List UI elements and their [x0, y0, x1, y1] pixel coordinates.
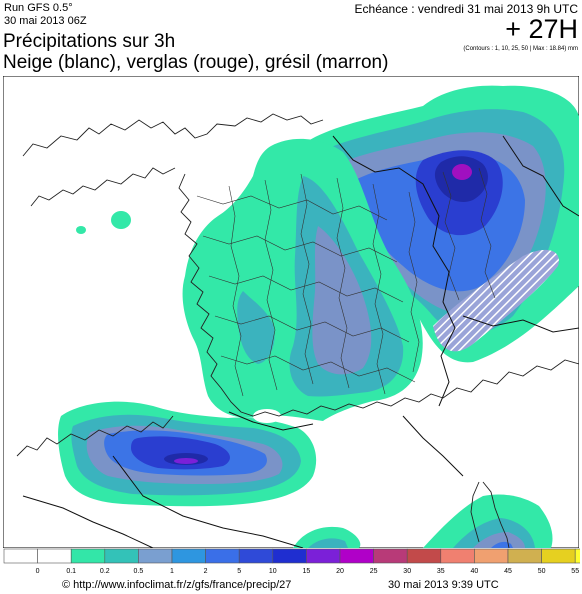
legend-swatch: [238, 548, 274, 564]
run-info: Run GFS 0.5° 30 mai 2013 06Z: [4, 2, 87, 28]
alps-hatch: [433, 249, 559, 352]
department-borders: [196, 167, 496, 397]
channel-patch: [76, 226, 86, 234]
contours-note: (Contours : 1, 10, 25, 50 | Max : 18.84)…: [463, 46, 578, 52]
france-area-grey: [312, 226, 372, 375]
sardinia-area-blue: [491, 541, 513, 548]
legend-swatch: [373, 548, 408, 564]
legend-swatch: [104, 548, 139, 564]
precip-legend: 00.10.20.51251015202530354045505560: [3, 548, 580, 575]
legend-swatch: [272, 548, 307, 564]
west-area-teal: [237, 291, 275, 364]
legend-swatch: [474, 548, 509, 564]
country-borders: [22, 135, 579, 548]
source-url: © http://www.infoclimat.fr/z/gfs/france/…: [62, 579, 292, 591]
legend-swatch: [507, 548, 542, 564]
legend-swatch: [70, 548, 106, 564]
precipitation-map: [3, 76, 579, 548]
south-sea-patch-teal: [308, 538, 348, 548]
legend-tick-label: 50: [538, 568, 546, 575]
legend-swatch: [440, 548, 475, 564]
lead-time: + 27H: [505, 14, 578, 44]
run-date: 30 mai 2013 06Z: [4, 15, 87, 27]
legend-tick-label: 15: [303, 568, 311, 575]
legend-ticks: 00.10.20.51251015202530354045505560: [36, 568, 580, 575]
legend-swatch: [339, 548, 374, 564]
legend-swatch: [37, 548, 72, 564]
generated-time: 30 mai 2013 9:39 UTC: [388, 579, 499, 591]
lion-gulf-patch: [253, 409, 281, 423]
coastlines: [16, 113, 579, 548]
legend-tick-label: 0.1: [66, 568, 76, 575]
legend-tick-label: 25: [370, 568, 378, 575]
corsica-area-grey: [473, 532, 525, 548]
legend-swatch: [171, 548, 206, 564]
legend-swatch: [3, 548, 38, 564]
forecast-time: Echéance : vendredi 31 mai 2013 9h UTC +…: [355, 2, 578, 53]
legend-swatch: [138, 548, 173, 564]
uk-patch: [111, 211, 131, 229]
echeance-label: Echéance : vendredi 31 mai 2013 9h UTC: [354, 2, 578, 16]
legend-swatch: [306, 548, 341, 564]
legend-tick-label: 2: [204, 568, 208, 575]
legend-tick-label: 5: [237, 568, 241, 575]
map-title: Précipitations sur 3h Neige (blanc), ver…: [3, 31, 388, 73]
legend-tick-label: 0.5: [134, 568, 144, 575]
model-label: Run GFS 0.5°: [4, 2, 73, 14]
legend-tick-label: 0.2: [100, 568, 110, 575]
title-line-1: Précipitations sur 3h: [3, 31, 176, 52]
legend-tick-label: 0: [36, 568, 40, 575]
legend-swatch: [406, 548, 442, 564]
legend-swatch: [574, 548, 580, 564]
legend-swatch: [541, 548, 576, 564]
legend-tick-label: 40: [471, 568, 479, 575]
legend-swatches: [3, 548, 580, 564]
legend-tick-label: 55: [571, 568, 579, 575]
sw-max-purple: [174, 458, 198, 464]
legend-swatch: [205, 548, 240, 564]
legend-tick-label: 10: [269, 568, 277, 575]
ne-max-purple: [452, 164, 472, 180]
legend-tick-label: 30: [403, 568, 411, 575]
title-line-2: Neige (blanc), verglas (rouge), grésil (…: [3, 52, 389, 73]
legend-tick-label: 20: [336, 568, 344, 575]
legend-tick-label: 35: [437, 568, 445, 575]
legend-tick-label: 45: [504, 568, 512, 575]
legend-tick-label: 1: [170, 568, 174, 575]
